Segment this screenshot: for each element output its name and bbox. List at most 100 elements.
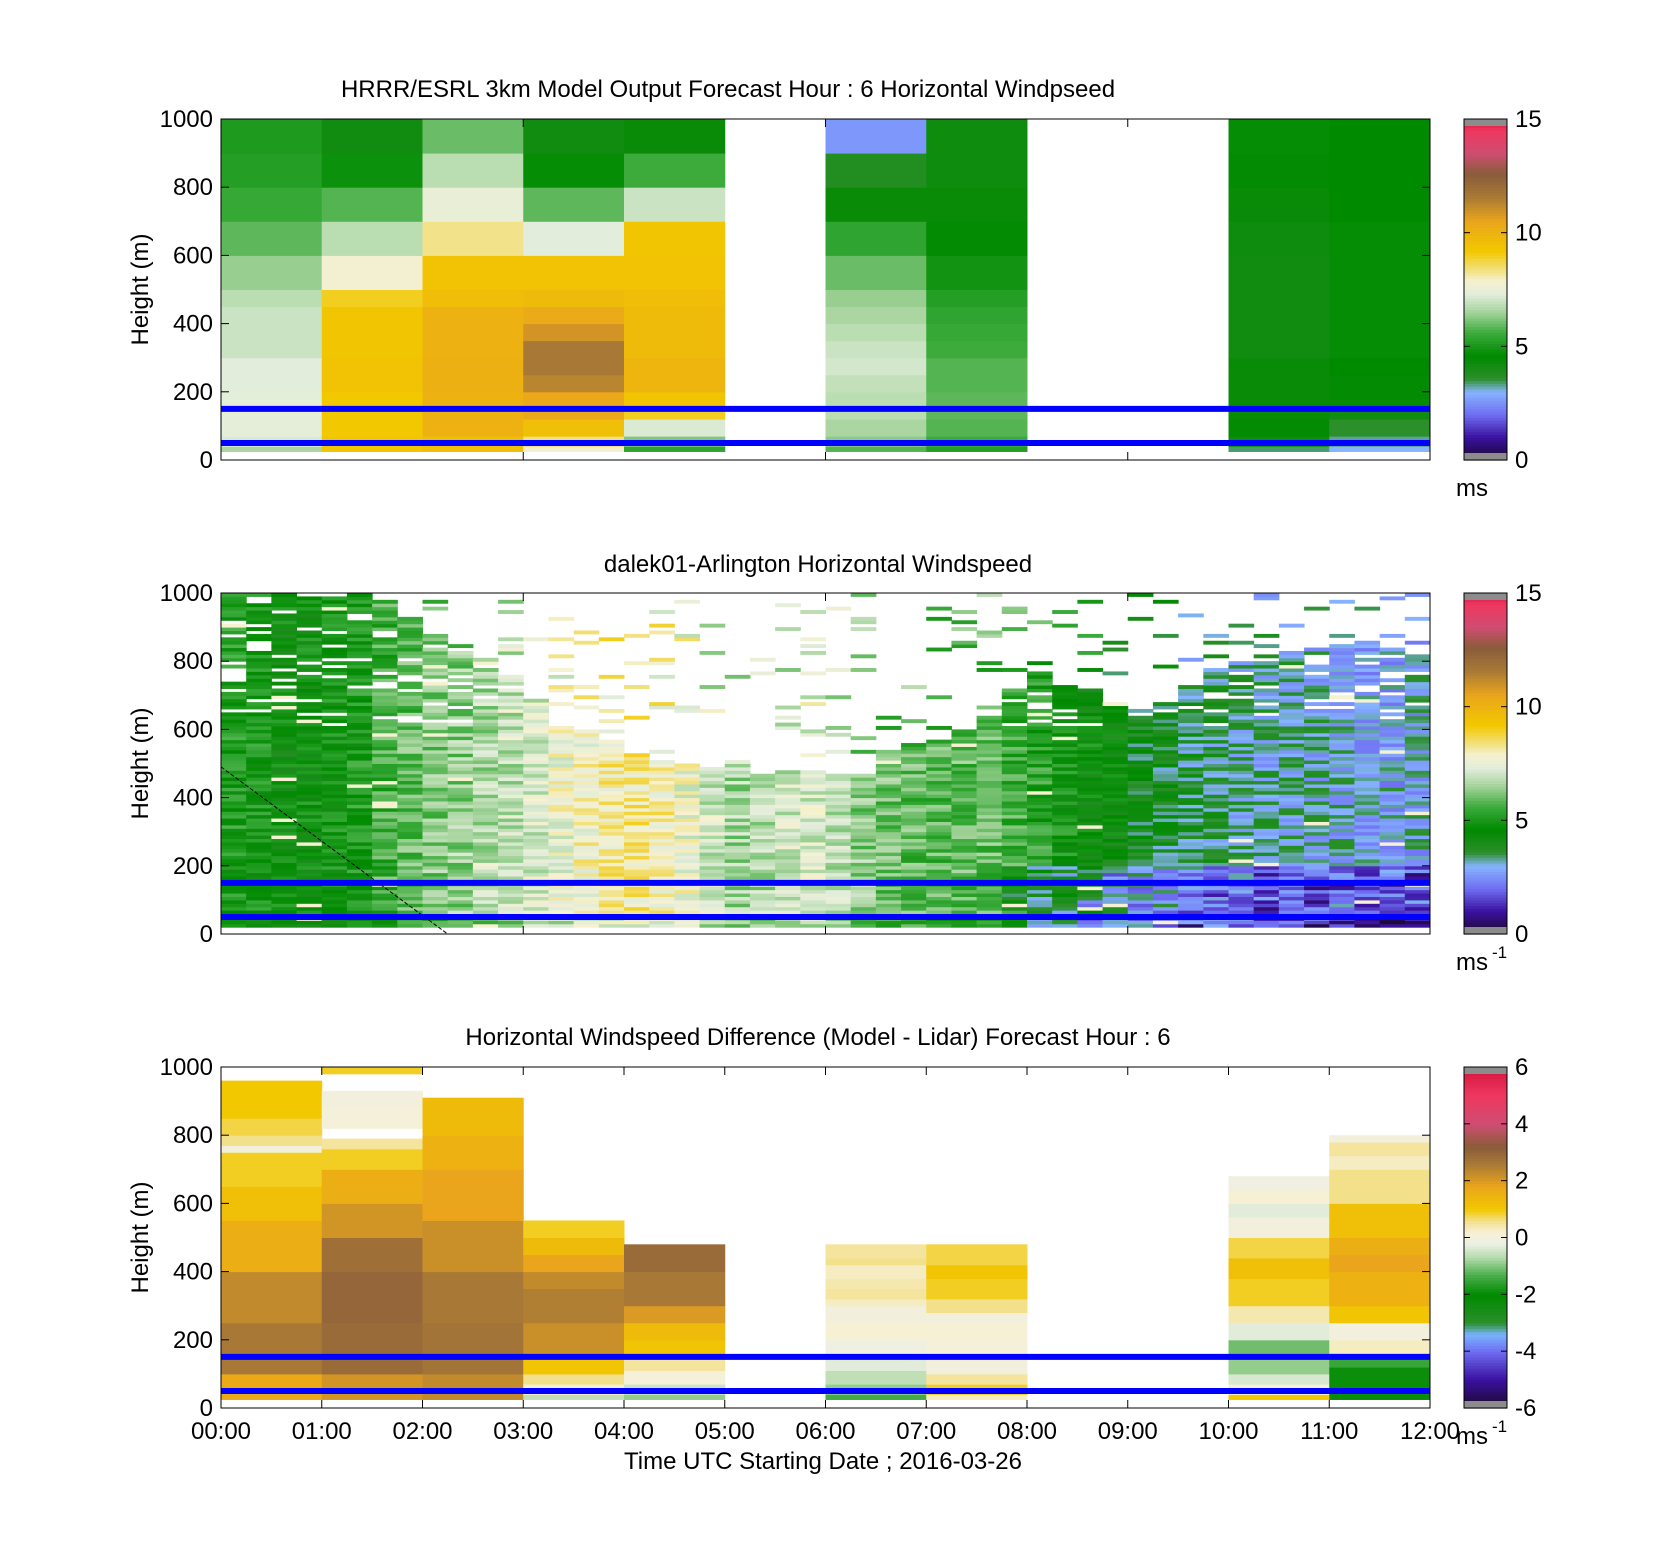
colorbar-swatch [1464,834,1507,838]
heatmap-cell [850,668,877,672]
colorbar-swatch [1464,618,1507,623]
heatmap-cell [1379,739,1406,744]
heatmap-cell [1228,1217,1330,1238]
heatmap-cell [372,661,398,666]
heatmap-cell [1354,858,1381,863]
heatmap-cell [372,893,398,897]
heatmap-cell [825,845,852,850]
heatmap-cell [321,910,348,915]
heatmap-cell [246,910,272,915]
heatmap-cell [850,858,877,863]
heatmap-cell [372,708,398,713]
heatmap-cell [1127,790,1154,795]
heatmap-cell [1228,446,1330,452]
heatmap-cell [1329,671,1355,676]
heatmap-cell [221,886,247,891]
heatmap-cell [397,708,423,713]
heatmap-cell [447,845,474,850]
heatmap-cell [1152,862,1179,867]
heatmap-cell [1152,783,1179,788]
heatmap-cell [346,831,373,836]
heatmap-cell [649,770,675,775]
heatmap-cell [221,770,247,775]
heatmap-cell [1027,886,1053,891]
heatmap-cell [1228,1305,1330,1324]
heatmap-cell [221,1152,323,1187]
heatmap-cell [825,1356,927,1371]
colorbar-tick-label: 15 [1515,580,1542,607]
heatmap-cell [1304,766,1330,771]
heatmap-cell [1329,719,1355,724]
heatmap-cell [926,119,1028,154]
heatmap-cell [246,848,272,853]
heatmap-cell [875,869,902,874]
heatmap-cell [296,637,323,642]
heatmap-cell [346,811,373,816]
heatmap-cell [825,1244,927,1259]
heatmap-cell [1027,770,1053,775]
heatmap-cell [1052,824,1078,829]
heatmap-cell [447,739,474,744]
heatmap-cell [624,794,650,799]
heatmap-cell [271,637,298,642]
heatmap-cell [321,647,348,652]
heatmap-cell [1404,828,1431,833]
colorbar-swatch [1464,1282,1507,1287]
heatmap-cell [548,920,575,925]
heatmap-cell [548,876,575,880]
heatmap-cell [472,763,499,768]
heatmap-cell [1278,821,1305,826]
heatmap-cell [1127,886,1154,891]
heatmap-cell [221,749,247,754]
heatmap-cell [649,749,675,754]
heatmap-cell [472,848,499,853]
heatmap-cell [1304,790,1330,795]
colorbar-swatch [1464,371,1507,376]
heatmap-cell [296,910,323,915]
heatmap-cell [1304,688,1330,693]
heatmap-cell [1278,893,1305,897]
heatmap-cell [1278,725,1305,730]
heatmap-cell [901,763,927,768]
heatmap-cell [749,801,776,805]
heatmap-cell [523,896,549,901]
heatmap-cell [1253,678,1280,683]
heatmap-cell [850,797,877,802]
heatmap-cell [1278,824,1305,829]
heatmap-cell [422,811,449,816]
heatmap-cell [624,824,650,829]
heatmap-cell [296,899,323,904]
heatmap-cell [1127,753,1154,758]
heatmap-cell [1077,903,1104,908]
heatmap-cell [397,661,423,666]
colorbar-swatch [1464,295,1507,299]
colorbar-swatch [1464,854,1507,858]
heatmap-cell [523,858,549,863]
heatmap-cell [1379,896,1406,901]
heatmap-cell [296,654,323,659]
heatmap-cell [875,783,902,788]
heatmap-cell [321,668,348,672]
heatmap-cell [1102,756,1129,761]
heatmap-cell [498,801,524,805]
heatmap-cell [346,906,373,911]
colorbar-swatch [1464,164,1507,168]
heatmap-cell [951,838,978,843]
heatmap-cell [699,923,726,928]
panel-model-windspeed: HRRR/ESRL 3km Model Output Forecast Hour… [127,76,1542,502]
heatmap-cell [1304,920,1330,925]
heatmap-cell [221,616,247,621]
colorbar-swatch [1464,266,1507,271]
heatmap-cell [1354,606,1381,611]
heatmap-cell [1253,893,1280,897]
heatmap-cell [1052,756,1078,761]
heatmap-cell [1329,763,1355,768]
heatmap-cell [775,852,801,857]
heatmap-cell [926,865,952,870]
heatmap-cell [246,661,272,666]
heatmap-cell [472,698,499,703]
colorbar-swatch [1464,865,1507,870]
heatmap-cell [1354,749,1381,754]
colorbar-swatch [1464,1209,1507,1213]
colorbar-swatch [1464,326,1507,330]
